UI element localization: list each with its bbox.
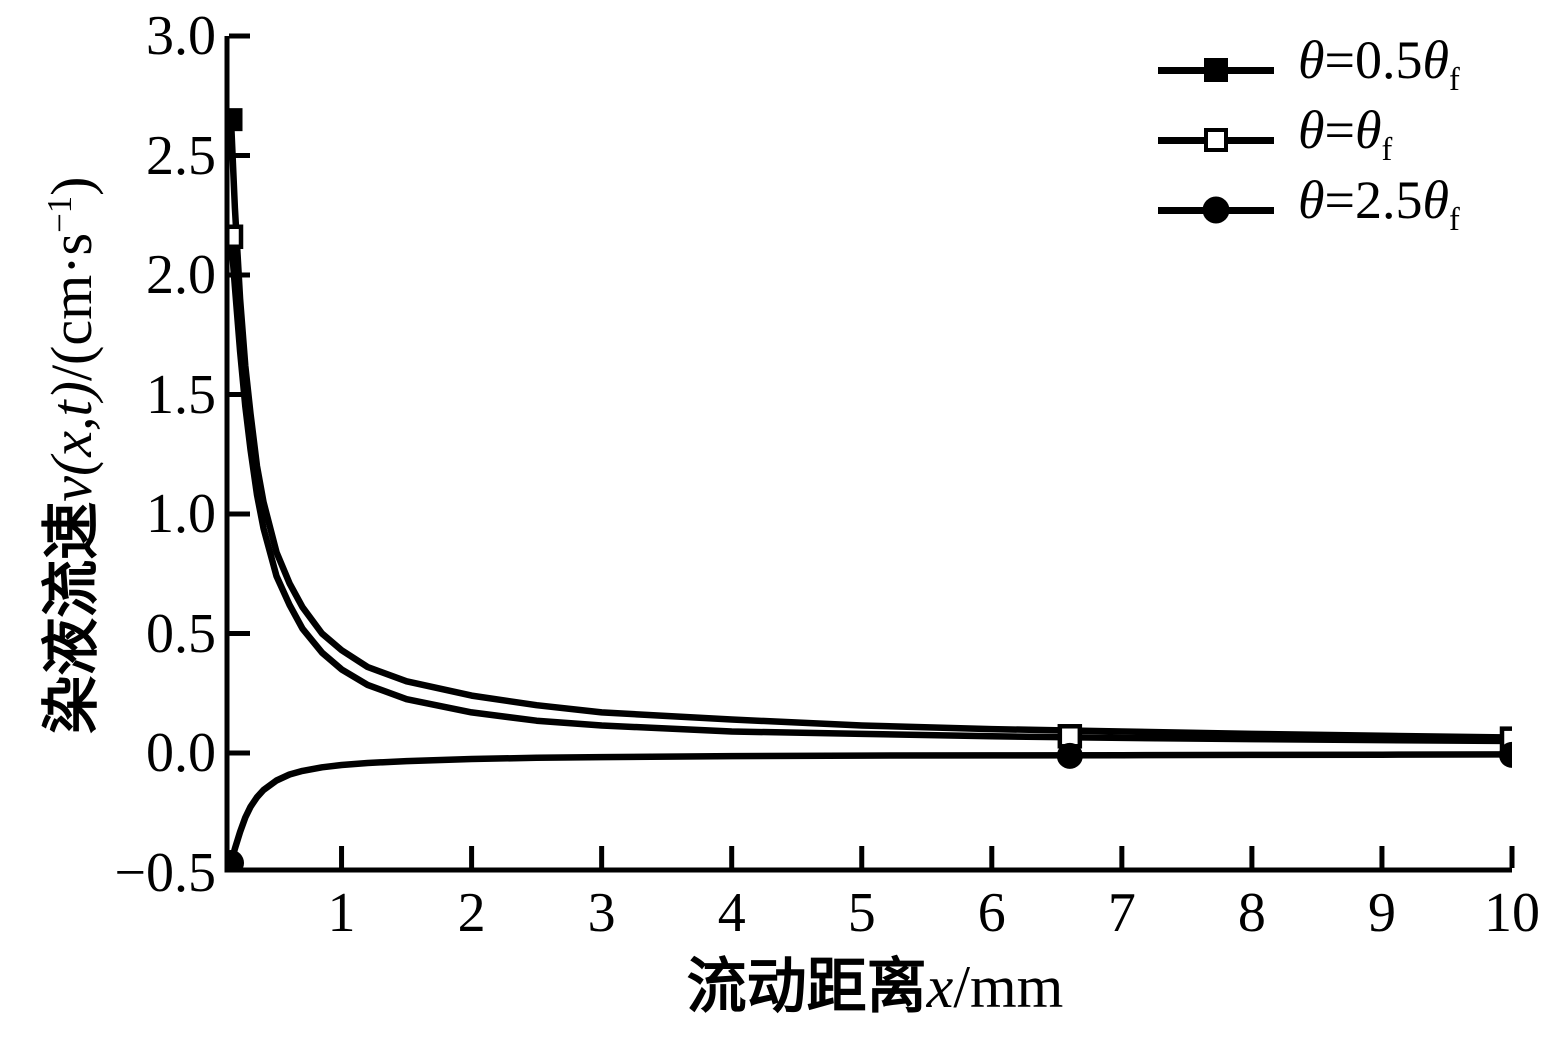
y-axis-title-exponent: −1 [39, 195, 79, 233]
x-tick-label: 6 [977, 882, 1006, 944]
x-tick-label: 8 [1237, 882, 1266, 944]
axes-lines [224, 36, 1512, 873]
y-axis-title: 染液流速v(x,t)/(cm·s−1) [25, 105, 107, 805]
y-tick-label: 3.0 [146, 5, 216, 67]
y-tick-label: 2.0 [146, 244, 216, 306]
filled-circle-marker-icon [1202, 196, 1230, 224]
filled-square-marker [227, 108, 243, 132]
series-line [227, 236, 1512, 745]
legend-entry-theta-2.5: θ=2.5θf [1158, 170, 1460, 242]
legend-label: θ=2.5θf [1298, 170, 1460, 238]
legend-key [1158, 125, 1274, 155]
x-axis-title: 流动距离x/mm [495, 952, 1255, 1022]
series-line [227, 119, 1512, 741]
legend-label: θ=0.5θf [1298, 30, 1460, 98]
x-tick-label: 5 [847, 882, 876, 944]
y-tick-label: 1.5 [146, 363, 216, 426]
x-tick-label: 2 [457, 882, 486, 944]
open-square-marker-icon [1204, 128, 1228, 152]
series-curves [227, 108, 1512, 872]
x-tick-label: 4 [717, 882, 746, 944]
y-tick-label: 1.0 [146, 483, 216, 545]
filled-square-marker-icon [1204, 58, 1228, 82]
x-axis-title-variable: x [926, 954, 954, 1020]
y-tick-label: 0.0 [146, 722, 216, 784]
x-axis-title-unit: /mm [953, 954, 1064, 1020]
y-tick-label: 2.5 [146, 124, 216, 187]
legend-entry-theta-0.5: θ=0.5θf [1158, 30, 1460, 102]
y-axis-title-cjk: 染液流速 [39, 501, 105, 734]
y-axis-title-unit: /(cm·s [39, 232, 105, 382]
x-tick-label: 9 [1367, 882, 1396, 944]
x-tick-label: 10 [1484, 882, 1540, 944]
filled-circle-marker [1499, 741, 1512, 768]
open-square-marker [1499, 726, 1512, 751]
legend-entry-theta-1: θ=θf [1158, 100, 1392, 172]
legend-key [1158, 195, 1274, 225]
x-axis-title-cjk: 流动距离 [686, 954, 927, 1020]
y-axis-title-variable: v(x,t) [39, 381, 105, 502]
legend-label: θ=θf [1298, 100, 1393, 168]
y-axis-title-unit-close: ) [39, 176, 105, 196]
open-square-marker [227, 224, 244, 250]
x-tick-label: 3 [587, 882, 616, 944]
x-tick-label: 1 [327, 882, 356, 944]
legend-key [1158, 55, 1274, 85]
filled-circle-marker [227, 849, 245, 872]
filled-circle-marker [1056, 742, 1083, 769]
y-tick-label: −0.5 [114, 841, 216, 904]
y-tick-label: 0.5 [146, 602, 216, 665]
x-tick-label: 7 [1107, 882, 1136, 944]
series-line [227, 751, 1512, 864]
